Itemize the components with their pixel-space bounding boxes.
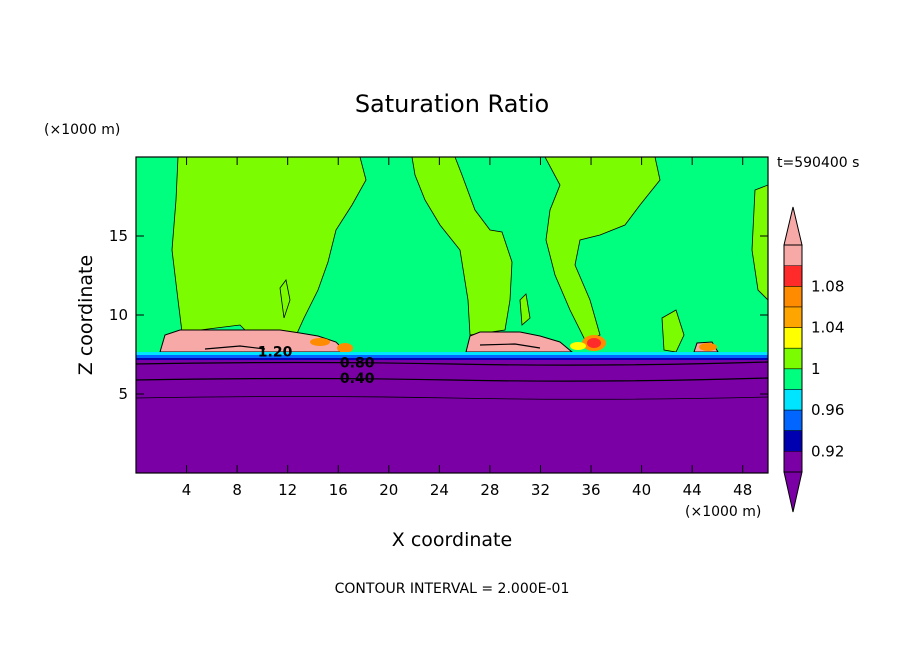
spot-red-1-core [587, 338, 601, 348]
colorbar-swatch-3 [784, 306, 802, 329]
region-dry [136, 360, 768, 473]
x-tick-label-3: 16 [329, 481, 348, 499]
y-tick-label-0: 5 [118, 385, 128, 403]
layer-cyan [136, 352, 768, 355]
x-unit-label: (×1000 m) [685, 504, 761, 520]
colorbar-swatch-6 [784, 368, 802, 390]
contour-line-0.80 [136, 361, 768, 366]
colorbar-swatch-4 [784, 327, 802, 349]
colorbar-swatch-9 [784, 430, 802, 452]
x-axis-label: X coordinate [392, 529, 512, 551]
colorbar-level-1: 1.04 [811, 319, 844, 337]
spot-orange-1 [337, 343, 353, 353]
colorbar-under-triangle [783, 471, 803, 513]
chart-title: Saturation Ratio [355, 90, 549, 118]
x-tick-label-8: 36 [581, 481, 600, 499]
y-tick-label-2: 15 [109, 227, 128, 245]
x-tick-label-0: 4 [182, 481, 192, 499]
y-axis-label: Z coordinate [75, 255, 97, 375]
colorbar: 1.08 1.04 1 0.96 0.92 [783, 206, 844, 513]
contour-label-0: 1.20 [258, 344, 293, 360]
colorbar-swatch-10 [784, 451, 802, 473]
x-tick-label-9: 40 [632, 481, 651, 499]
x-tick-label-5: 24 [430, 481, 449, 499]
footer-note: CONTOUR INTERVAL = 2.000E-01 [335, 581, 570, 597]
colorbar-level-0: 1.08 [811, 277, 844, 295]
contour-line-0.40 [136, 377, 768, 382]
y-unit-label: (×1000 m) [44, 122, 120, 138]
region-green-4 [751, 184, 768, 301]
spot-yellow-1 [570, 342, 586, 350]
region-green-2 [411, 157, 513, 336]
x-tick-label-10: 44 [683, 481, 702, 499]
colorbar-level-2: 1 [811, 360, 821, 378]
contour-line-1.20 [204, 343, 541, 350]
contour-field [136, 157, 768, 473]
contour-label-2: 0.40 [340, 371, 375, 387]
time-label: t=590400 s [777, 155, 859, 171]
contour-label-1: 0.80 [340, 355, 375, 371]
colorbar-level-4: 0.92 [811, 442, 844, 460]
spot-orange-2 [699, 343, 717, 351]
region-green-7 [519, 293, 531, 326]
colorbar-swatch-8 [784, 410, 802, 432]
colorbar-frame [783, 244, 803, 473]
x-tick-label-6: 28 [480, 481, 499, 499]
colorbar-swatch-7 [784, 389, 802, 411]
region-green-3 [544, 157, 661, 341]
layer-blue [136, 355, 768, 358]
colorbar-swatch-2 [784, 286, 802, 308]
x-tick-label-2: 12 [278, 481, 297, 499]
y-tick-label-1: 10 [109, 306, 128, 324]
colorbar-over-triangle [783, 206, 803, 246]
x-tick-label-11: 48 [733, 481, 752, 499]
region-green-5 [661, 309, 685, 353]
colorbar-level-3: 0.96 [811, 401, 844, 419]
spot-orange-3 [310, 338, 330, 346]
contour-line-0.20 [136, 396, 768, 400]
colorbar-swatch-5 [784, 348, 802, 370]
colorbar-swatch-0 [784, 245, 802, 267]
x-tick-label-4: 20 [379, 481, 398, 499]
region-pink-2 [465, 331, 574, 353]
layer-navy [136, 358, 768, 360]
x-tick-label-7: 32 [531, 481, 550, 499]
colorbar-swatch-1 [784, 265, 802, 287]
region-green-6 [279, 279, 291, 319]
x-tick-label-1: 8 [232, 481, 242, 499]
